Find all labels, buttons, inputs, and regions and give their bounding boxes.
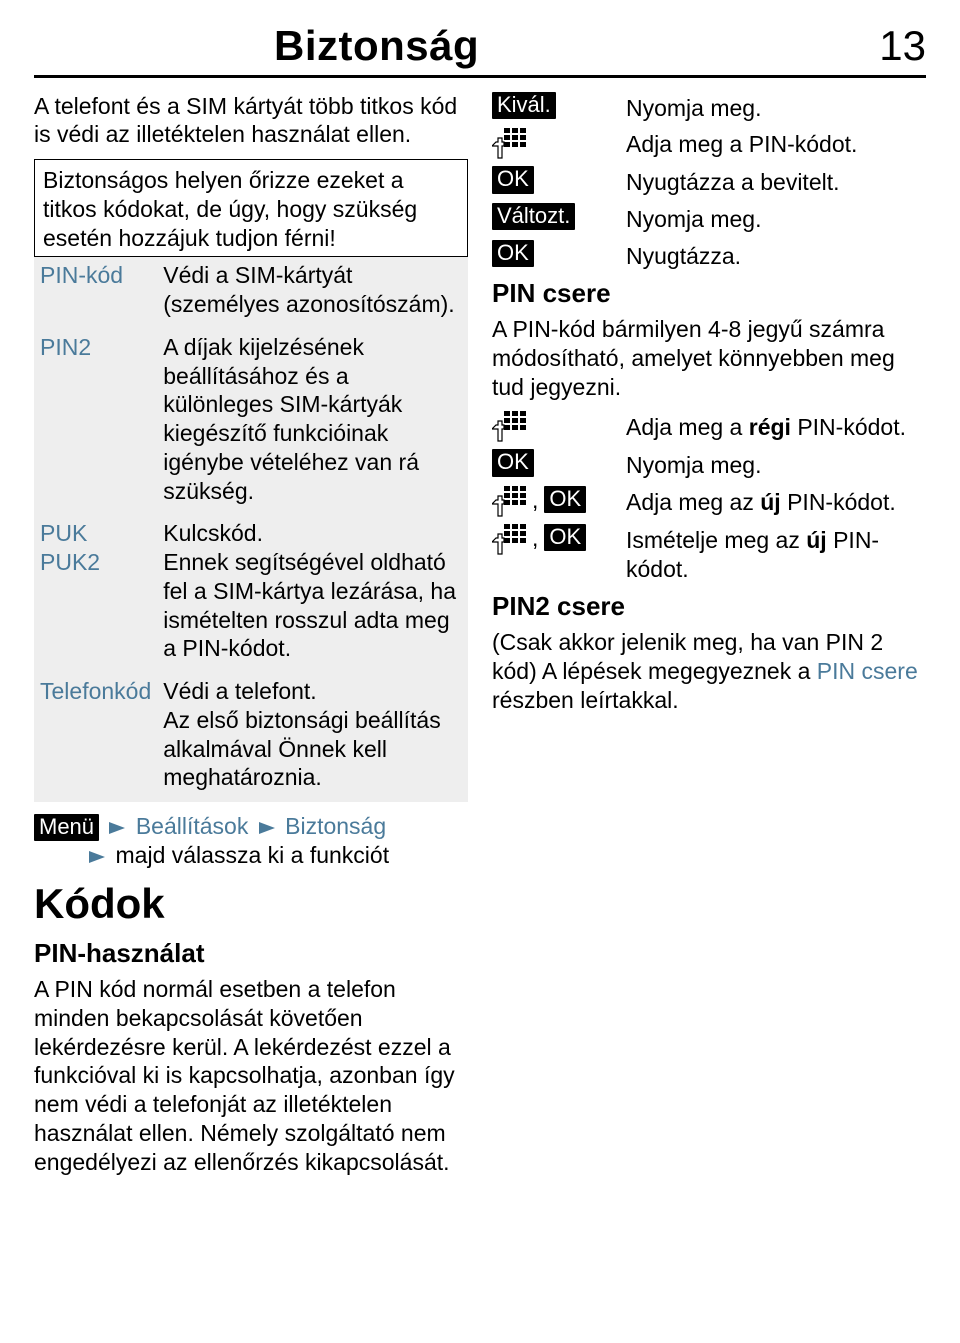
step-text: Adja meg az új PIN-kódot. [626, 486, 926, 517]
pin-usage-paragraph: A PIN kód normál esetben a telefon minde… [34, 975, 468, 1176]
step-key: OK [492, 166, 612, 193]
content-columns: A telefont és a SIM kártyát több titkos … [34, 92, 926, 1187]
step-key: Változt. [492, 203, 612, 230]
table-row: PUK PUK2 Kulcskód. Ennek segítségével ol… [34, 515, 468, 673]
code-label: PIN-kód [34, 257, 157, 329]
key-pill-ok: OK [544, 486, 586, 513]
pin-csere-intro: A PIN-kód bármilyen 4-8 jegyű számra mód… [492, 315, 926, 401]
key-pill-ok: OK [544, 524, 586, 551]
heading-pin2-csere: PIN2 csere [492, 590, 926, 623]
step-key [492, 411, 612, 443]
step-row: , OK Ismételje meg az új PIN-kódot. [492, 524, 926, 584]
step-row: Változt. Nyomja meg. [492, 203, 926, 234]
table-row: PIN-kód Védi a SIM-kártyát (személyes az… [34, 257, 468, 329]
menu-navigation-path: Menü Beállítások Biztonság majd válassza… [34, 812, 468, 870]
step-text-part: PIN-kódot. [781, 489, 896, 515]
keypad-icon [492, 411, 526, 443]
step-row: OK Nyugtázza. [492, 240, 926, 271]
step-text-part: Adja meg az [626, 489, 760, 515]
arrow-right-icon [89, 851, 105, 863]
step-text: Nyomja meg. [626, 449, 926, 480]
step-key: , OK [492, 486, 612, 518]
step-text-part: Adja meg a [626, 414, 749, 440]
key-pill-ok: OK [492, 449, 534, 476]
step-row: Kivál. Nyomja meg. [492, 92, 926, 123]
separator: , [530, 486, 540, 515]
arrow-right-icon [109, 822, 125, 834]
step-row: , OK Adja meg az új PIN-kódot. [492, 486, 926, 518]
safety-warning-text: Biztonságos helyen őrizze ezeket a titko… [43, 167, 417, 251]
step-text: Nyomja meg. [626, 203, 926, 234]
table-row: PIN2 A díjak kijelzésének beállításához … [34, 329, 468, 516]
code-label: PUK PUK2 [34, 515, 157, 673]
step-text-bold: új [760, 489, 780, 515]
intro-paragraph: A telefont és a SIM kártyát több titkos … [34, 92, 468, 150]
key-pill-valtozt: Változt. [492, 203, 575, 230]
table-row: Telefonkód Védi a telefont. Az első bizt… [34, 673, 468, 802]
arrow-right-icon [259, 822, 275, 834]
codes-table: PIN-kód Védi a SIM-kártyát (személyes az… [34, 257, 468, 802]
keypad-icon [492, 486, 526, 518]
step-text: Nyugtázza a bevitelt. [626, 166, 926, 197]
menu-key-pill: Menü [34, 814, 99, 841]
step-text: Ismételje meg az új PIN-kódot. [626, 524, 926, 584]
code-description: Védi a telefont. Az első biztonsági beál… [157, 673, 468, 802]
key-pill-kival: Kivál. [492, 92, 556, 119]
heading-pin-hasznalat: PIN-használat [34, 937, 468, 970]
page-title: Biztonság [274, 20, 479, 73]
step-text: Adja meg a régi PIN-kódot. [626, 411, 926, 442]
heading-pin-csere: PIN csere [492, 277, 926, 310]
menu-step: Beállítások [136, 813, 249, 839]
pin2-csere-paragraph: (Csak akkor jelenik meg, ha van PIN 2 kó… [492, 628, 926, 714]
step-text: Nyomja meg. [626, 92, 926, 123]
step-text-bold: új [806, 527, 826, 553]
code-description: Kulcskód. Ennek segítségével oldható fel… [157, 515, 468, 673]
step-text-part: Ismételje meg az [626, 527, 806, 553]
right-column: Kivál. Nyomja meg. Adja meg a PIN-kódot.… [492, 92, 926, 1187]
step-key: OK [492, 449, 612, 476]
step-key: OK [492, 240, 612, 267]
code-description: Védi a SIM-kártyát (személyes azonosítós… [157, 257, 468, 329]
step-text: Nyugtázza. [626, 240, 926, 271]
code-label: PIN2 [34, 329, 157, 516]
step-key: , OK [492, 524, 612, 556]
heading-kodok: Kódok [34, 878, 468, 931]
step-row: Adja meg a régi PIN-kódot. [492, 411, 926, 443]
keypad-icon [492, 524, 526, 556]
key-pill-ok: OK [492, 166, 534, 193]
key-pill-ok: OK [492, 240, 534, 267]
code-description: A díjak kijelzésének beállításához és a … [157, 329, 468, 516]
page-number: 13 [879, 20, 926, 73]
step-key: Kivál. [492, 92, 612, 119]
step-row: OK Nyugtázza a bevitelt. [492, 166, 926, 197]
page-header: Biztonság 13 [34, 20, 926, 78]
step-text-bold: régi [749, 414, 791, 440]
code-label: Telefonkód [34, 673, 157, 802]
step-text: Adja meg a PIN-kódot. [626, 128, 926, 159]
safety-warning-box: Biztonságos helyen őrizze ezeket a titko… [34, 159, 468, 257]
menu-tail-text: majd válassza ki a funkciót [116, 842, 390, 868]
left-column: A telefont és a SIM kártyát több titkos … [34, 92, 468, 1187]
separator: , [530, 524, 540, 553]
menu-step: Biztonság [285, 813, 386, 839]
step-row: Adja meg a PIN-kódot. [492, 128, 926, 160]
step-key [492, 128, 612, 160]
pin2-text-part: részben leírtakkal. [492, 687, 679, 713]
pin2-link-text: PIN csere [817, 658, 918, 684]
keypad-icon [492, 128, 526, 160]
step-text-part: PIN-kódot. [791, 414, 906, 440]
step-row: OK Nyomja meg. [492, 449, 926, 480]
